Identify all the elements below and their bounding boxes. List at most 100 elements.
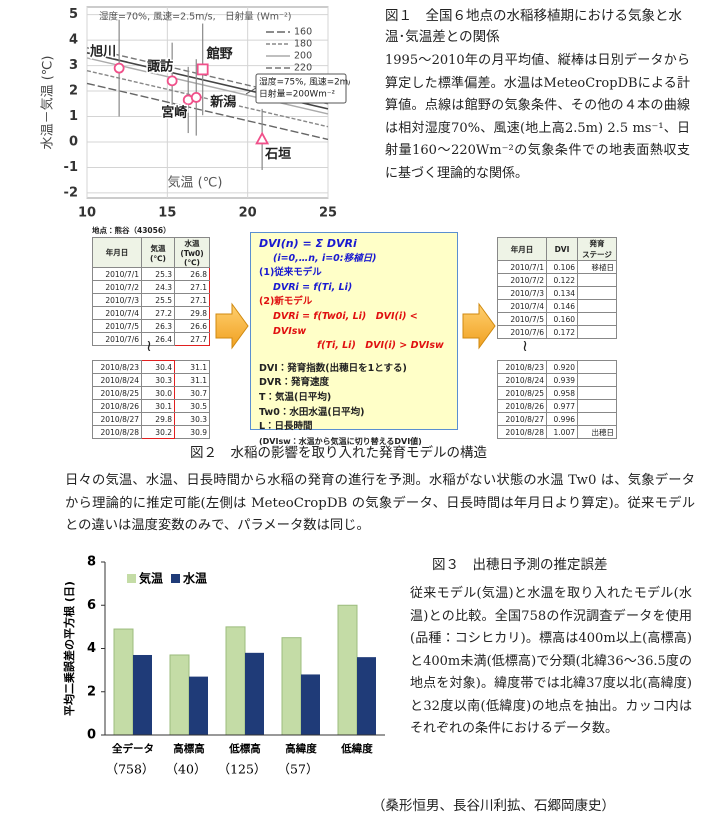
figure-1-chart: -2 -1 0 1 2 3 4 5 10 15 20 25 気温 (℃) 水温－気温 (℃) 湿度=70%,… bbox=[40, 6, 350, 221]
x-tick-label: 低緯度 bbox=[340, 742, 373, 755]
point bbox=[196, 63, 209, 76]
formula: (i=0,…n, i=0:移植日) bbox=[273, 252, 377, 264]
data-table: 年月日 DVI 発育 ステージ 2010/7/1 0.106 移植日 2010/7/2 0.1… bbox=[497, 237, 617, 339]
table-cell: 0.106 bbox=[546, 260, 578, 274]
data-table: 2010/8/23 30.4 31.1 2010/8/24 30.3 31.1 2010/8… bbox=[92, 360, 210, 439]
table-cell: 2010/7/1 bbox=[497, 260, 547, 274]
table-row: 2010/8/26 30.1 30.5 bbox=[92, 399, 210, 413]
table-cell: 2010/8/26 bbox=[497, 399, 547, 413]
table-cell: 2010/8/23 bbox=[92, 360, 142, 374]
definition: T：気温(日平均) bbox=[259, 391, 332, 403]
table-cell bbox=[577, 373, 617, 387]
table-cell: 0.977 bbox=[546, 399, 578, 413]
point-label: 館野 bbox=[206, 46, 233, 62]
x-tick-label: 10 bbox=[78, 206, 96, 221]
formula: (1)従来モデル bbox=[259, 267, 322, 279]
table-cell bbox=[577, 386, 617, 400]
curve bbox=[86, 57, 329, 115]
table-cell: 2010/8/25 bbox=[92, 386, 142, 400]
legend-swatch bbox=[171, 574, 180, 583]
definition: DVR：発育速度 bbox=[259, 377, 330, 389]
table-cell: 0.134 bbox=[546, 286, 578, 300]
bar bbox=[357, 657, 376, 735]
data-table: 2010/8/23 0.920 2010/8/24 0.939 2010/8/25 0.9… bbox=[497, 360, 617, 439]
annotation-pointer bbox=[245, 87, 257, 95]
header-cell: DVI bbox=[546, 237, 578, 261]
count-label: （57） bbox=[278, 762, 319, 777]
table-row: 2010/7/2 0.122 bbox=[497, 273, 617, 287]
bar bbox=[337, 604, 358, 736]
table-row: 2010/8/23 0.920 bbox=[497, 360, 617, 374]
x-axis-label: 気温 (℃) bbox=[168, 175, 223, 191]
point-label: 宮崎 bbox=[161, 104, 187, 120]
table-cell: 26.8 bbox=[174, 267, 210, 281]
formula: DVI(n) = Σ DVRi bbox=[259, 237, 357, 250]
table-cell bbox=[577, 286, 617, 300]
table-cell: 31.1 bbox=[174, 360, 210, 374]
bar bbox=[281, 637, 302, 736]
table-cell: 0.958 bbox=[546, 386, 578, 400]
y-tick-label: 5 bbox=[69, 7, 78, 22]
table-row: 2010/7/1 25.3 26.8 bbox=[92, 267, 210, 281]
table-cell: 24.3 bbox=[141, 280, 175, 294]
y-tick-label: 0 bbox=[87, 728, 96, 743]
table-row: 2010/8/27 0.996 bbox=[497, 412, 617, 426]
table-cell: 2010/8/23 bbox=[497, 360, 547, 374]
bar bbox=[113, 628, 134, 736]
legend-label: 220 bbox=[294, 63, 312, 74]
arrow bbox=[215, 302, 249, 350]
legend-label: 200 bbox=[294, 51, 312, 62]
table-cell: 30.9 bbox=[174, 425, 210, 439]
table-row: 2010/8/23 30.4 31.1 bbox=[92, 360, 210, 374]
table-cell: 2010/8/26 bbox=[92, 399, 142, 413]
figure-3-caption: 図３ 出穂日予測の推定誤差 bbox=[432, 557, 608, 573]
table-cell: 30.2 bbox=[141, 425, 175, 439]
annotation-text: 日射量=200Wm⁻² bbox=[259, 88, 335, 100]
x-tick-label: 高緯度 bbox=[285, 742, 317, 755]
figure-3-description: 従来モデル(気温)と水温を取り入れたモデル(水温)との比較。全国758の作況調査… bbox=[410, 586, 692, 736]
data-table: 年月日 気温 (℃) 水温 (Tw0) (℃) 2010/7/1 25.3 26.8 201… bbox=[92, 237, 210, 346]
table-row: 2010/7/1 0.106 移植日 bbox=[497, 260, 617, 274]
table-row: 2010/8/24 0.939 bbox=[497, 373, 617, 387]
author: （桑形恒男、長谷川利拡、石郷岡康史） bbox=[372, 798, 615, 814]
curve bbox=[86, 47, 329, 105]
header-cell: 年月日 bbox=[497, 237, 547, 261]
y-tick-label: -2 bbox=[64, 185, 78, 200]
point-label: 旭川 bbox=[89, 44, 116, 60]
curve bbox=[86, 69, 329, 128]
table-row: 2010/8/28 30.2 30.9 bbox=[92, 425, 210, 439]
annotation-text: 湿度=75%, 風速=2m/s, bbox=[259, 76, 350, 88]
table-cell: 2010/7/2 bbox=[497, 273, 547, 287]
table-row: 2010/7/2 24.3 27.1 bbox=[92, 280, 210, 294]
bar bbox=[169, 654, 190, 736]
header-row: 年月日 DVI 発育 ステージ bbox=[497, 237, 617, 261]
definition: DVI：発育指数(出穂日を1とする) bbox=[259, 362, 407, 374]
table-row: 2010/8/25 0.958 bbox=[497, 386, 617, 400]
legend-title: 湿度=70%, 風速=2.5m/s, 日射量 (Wm⁻²) bbox=[99, 11, 292, 23]
count-label: （758） bbox=[106, 762, 155, 777]
y-tick-label: 4 bbox=[87, 641, 96, 656]
y-tick-label: -1 bbox=[64, 160, 78, 175]
figure-1-description: 1995～2010年の月平均値、縦棒は日別データから算定した標準偏差。水温はMe… bbox=[385, 53, 690, 181]
y-axis-label: 平均二乗誤差の平方根 (日) bbox=[62, 581, 76, 716]
definition: L：日長時間 bbox=[259, 421, 313, 433]
header-cell: 気温 (℃) bbox=[141, 237, 175, 268]
header-cell: 年月日 bbox=[92, 237, 142, 268]
point-label: 石垣 bbox=[264, 146, 291, 162]
break-mark: ≀ bbox=[522, 336, 528, 355]
y-axis-label: 水温－気温 (℃) bbox=[40, 56, 56, 150]
table-row: 2010/8/28 1.007 出穂日 bbox=[497, 425, 617, 439]
x-tick-label: 25 bbox=[319, 206, 337, 221]
y-tick-label: 1 bbox=[69, 109, 78, 124]
table-cell bbox=[577, 399, 617, 413]
bar bbox=[225, 626, 246, 736]
legend-swatch bbox=[127, 574, 136, 583]
table-row: 2010/7/6 0.172 bbox=[497, 325, 617, 339]
x-tick-label: 低標高 bbox=[228, 742, 261, 755]
point bbox=[166, 75, 178, 87]
table-cell: 出穂日 bbox=[577, 425, 617, 439]
count-label: （40） bbox=[166, 762, 207, 777]
table-cell bbox=[577, 273, 617, 287]
bar bbox=[133, 654, 152, 735]
